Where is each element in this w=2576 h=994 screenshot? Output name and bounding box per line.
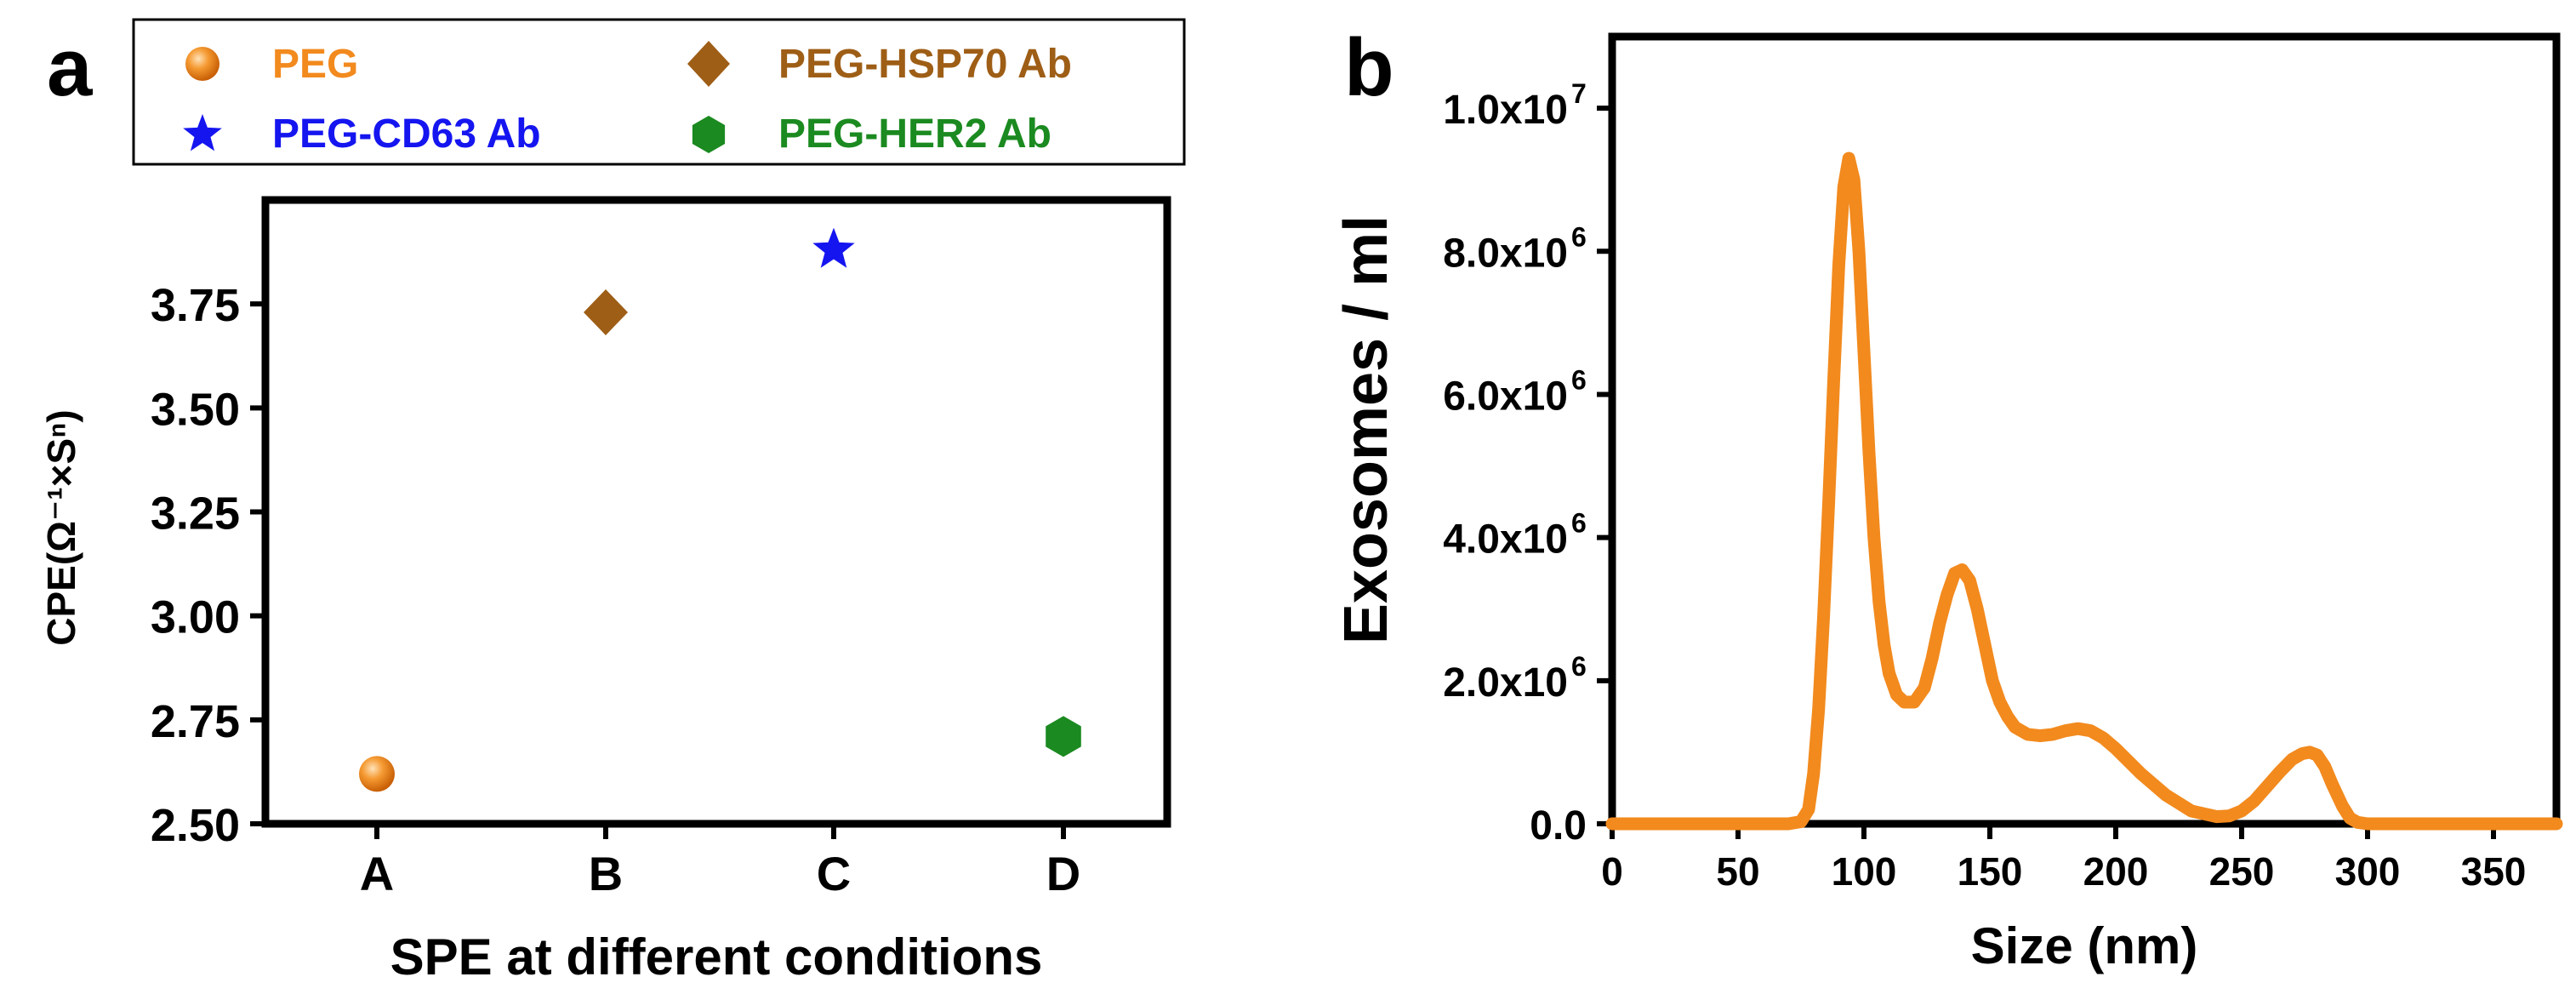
y-tick-label: 0.0 xyxy=(1530,803,1587,848)
y-tick-exponent: 6 xyxy=(1571,508,1587,539)
data-points-a xyxy=(359,227,1081,792)
x-axis-b: 0 50 100 150 200 250 300 350 xyxy=(1601,824,2526,894)
x-tick-label: 200 xyxy=(2083,849,2149,894)
x-tick-label: B xyxy=(589,847,623,900)
data-point-peg-hsp70-ab xyxy=(584,288,628,335)
data-point-peg-her2-ab xyxy=(1046,716,1081,757)
legend-box xyxy=(132,18,1186,166)
x-tick-label: 100 xyxy=(1832,849,1897,894)
x-tick-label: 350 xyxy=(2461,849,2527,894)
plot-frame-a xyxy=(261,196,1171,828)
y-tick-label: 2.0x10 xyxy=(1443,660,1568,706)
x-tick-label: 50 xyxy=(1716,849,1759,894)
y-axis-label-a: CPE(Ω⁻¹×Sⁿ) xyxy=(39,409,83,645)
panel-label-b: b xyxy=(1344,22,1394,113)
star-icon xyxy=(183,114,222,151)
y-tick-exponent: 6 xyxy=(1571,364,1587,395)
panel-label-a: a xyxy=(47,22,93,113)
y-tick-exponent: 6 xyxy=(1571,651,1587,682)
x-tick-label: A xyxy=(360,847,394,900)
legend-item-peg: PEG xyxy=(185,42,358,87)
legend-label: PEG-CD63 Ab xyxy=(272,111,541,157)
y-tick-label: 3.25 xyxy=(151,488,240,540)
y-tick-label: 4.0x10 xyxy=(1443,517,1568,563)
y-tick-label: 8.0x10 xyxy=(1443,231,1568,276)
x-tick-label: 150 xyxy=(1958,849,2023,894)
y-tick-label: 3.75 xyxy=(151,280,240,331)
y-axis-a: 2.50 2.75 3.00 3.25 3.50 3.75 xyxy=(151,280,265,851)
diamond-icon xyxy=(687,41,730,87)
hexagon-icon xyxy=(692,116,726,153)
y-tick-label: 3.50 xyxy=(151,384,240,435)
x-axis-label-a: SPE at different conditions xyxy=(390,928,1043,985)
x-tick-label: 250 xyxy=(2209,849,2275,894)
data-line-b xyxy=(1605,151,2563,831)
legend: PEG PEG-HSP70 Ab PEG-CD63 Ab PEG-HER2 Ab xyxy=(132,18,1186,166)
y-tick-label: 1.0x10 xyxy=(1443,88,1568,133)
x-tick-label: C xyxy=(817,847,851,900)
x-tick-label: 0 xyxy=(1601,849,1623,894)
legend-label: PEG xyxy=(272,42,358,87)
data-point-peg-cd63-ab xyxy=(812,227,855,268)
plot-frame-b xyxy=(1608,32,2561,828)
y-tick-label: 6.0x10 xyxy=(1443,374,1568,419)
legend-item-peg-her2: PEG-HER2 Ab xyxy=(692,111,1051,157)
y-tick-label: 3.00 xyxy=(151,592,240,643)
legend-label: PEG-HSP70 Ab xyxy=(778,42,1072,87)
y-axis-label-b: Exosomes / ml xyxy=(1332,215,1400,644)
chart-a: 2.50 2.75 3.00 3.25 3.50 3.75 A B C D SPE at dif… xyxy=(39,196,1171,985)
legend-item-peg-cd63: PEG-CD63 Ab xyxy=(183,111,541,157)
sphere-icon xyxy=(185,47,219,81)
y-tick-label: 2.75 xyxy=(151,696,240,747)
legend-label: PEG-HER2 Ab xyxy=(778,111,1051,157)
y-axis-b: 0.02.0x10 64.0x10 66.0x10 68.0x10 61.0x10 7 xyxy=(1443,78,1612,848)
y-tick-label: 2.50 xyxy=(151,800,240,851)
x-tick-label: 300 xyxy=(2335,849,2401,894)
x-axis-label-b: Size (nm) xyxy=(1971,917,2198,974)
x-tick-label: D xyxy=(1046,847,1080,900)
chart-b: 0.02.0x10 64.0x10 66.0x10 68.0x10 61.0x10 7 0… xyxy=(1332,32,2563,974)
y-tick-exponent: 7 xyxy=(1571,78,1587,109)
data-point-peg xyxy=(359,756,395,792)
y-tick-exponent: 6 xyxy=(1571,221,1587,252)
x-axis-a: A B C D xyxy=(360,824,1080,900)
legend-item-peg-hsp70: PEG-HSP70 Ab xyxy=(687,41,1072,87)
